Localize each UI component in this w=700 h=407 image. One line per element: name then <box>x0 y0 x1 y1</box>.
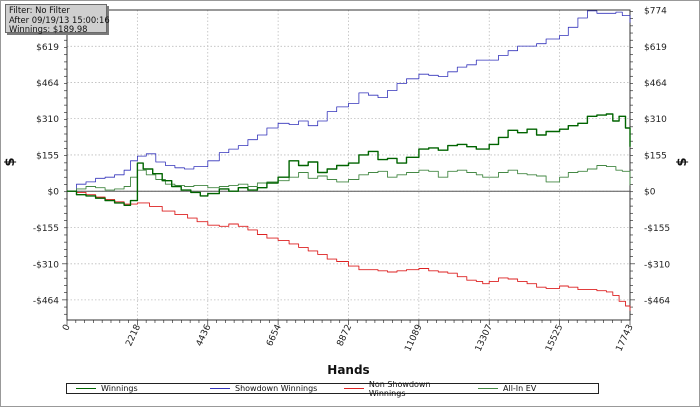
x-tick-label: 15525 <box>544 323 565 353</box>
y-tick-label-right: $155 <box>644 151 667 161</box>
x-tick-label: 17743 <box>615 323 636 353</box>
series-line-all-in-ev <box>67 165 631 192</box>
filter-info-box: Filter: No Filter After 09/19/13 15:00:1… <box>5 4 110 35</box>
legend-item: Non Showdown Winnings <box>335 380 469 398</box>
y-tick-label-right: $464 <box>644 79 667 89</box>
series-line-showdown-winnings <box>67 10 631 192</box>
x-axis-title: Hands <box>327 363 369 377</box>
y-tick-label-left: -$464 <box>33 296 59 306</box>
series-line-winnings <box>67 113 631 206</box>
legend-item: Winnings <box>67 384 201 393</box>
y-tick-label-right: -$310 <box>644 260 670 270</box>
x-tick-label: 4436 <box>195 323 214 348</box>
y-axis-title-left: $ <box>3 157 18 166</box>
x-tick-label: 11089 <box>403 323 424 353</box>
axis-ticks <box>62 11 635 325</box>
y-tick-label-left: $0 <box>48 188 60 198</box>
y-tick-label-right: $0 <box>644 188 656 198</box>
y-tick-label-left: -$310 <box>33 260 59 270</box>
filter-text: Filter: No Filter <box>9 5 70 15</box>
legend-item: All-In EV <box>469 384 589 393</box>
x-tick-label: 8872 <box>335 323 354 348</box>
y-axis-title-right: $ <box>675 157 690 166</box>
tick-labels: 0 2218 4436 6654 8872 11089 13307 15525 17743 -$4… <box>33 7 671 354</box>
x-tick-label: 2218 <box>124 323 143 348</box>
y-tick-label-right: $619 <box>644 43 667 53</box>
y-tick-label-right: $310 <box>644 115 667 125</box>
y-tick-label-left: $310 <box>36 115 59 125</box>
legend-swatch <box>478 388 498 389</box>
series-line-non-showdown-winnings <box>67 190 631 311</box>
x-tick-label: 6654 <box>265 323 284 348</box>
series-lines <box>67 10 631 311</box>
legend-label: Non Showdown Winnings <box>368 379 431 398</box>
legend-label: Winnings <box>101 384 138 393</box>
legend-label: All-In EV <box>503 384 537 393</box>
y-tick-label-left: $155 <box>36 151 59 161</box>
y-tick-label-right: -$155 <box>644 224 670 234</box>
y-tick-label-right: $774 <box>644 7 667 17</box>
y-tick-label-right: -$464 <box>644 296 670 306</box>
legend-item: Showdown Winnings <box>201 384 335 393</box>
y-tick-label-left: $619 <box>36 43 59 53</box>
legend-swatch <box>344 388 364 389</box>
after-date-text: After 09/19/13 15:00:16 <box>9 14 110 25</box>
winnings-text: Winnings: $189.98 <box>9 24 88 35</box>
y-tick-label-left: -$155 <box>33 224 59 234</box>
x-tick-label: 13307 <box>474 323 495 353</box>
y-tick-label-left: $464 <box>36 79 59 89</box>
legend-label: Showdown Winnings <box>235 384 318 393</box>
x-tick-label: 0 <box>61 323 73 333</box>
legend: Winnings Showdown Winnings Non Showdown Wi… <box>66 380 599 398</box>
legend-swatch <box>76 388 96 389</box>
legend-swatch <box>210 388 230 389</box>
